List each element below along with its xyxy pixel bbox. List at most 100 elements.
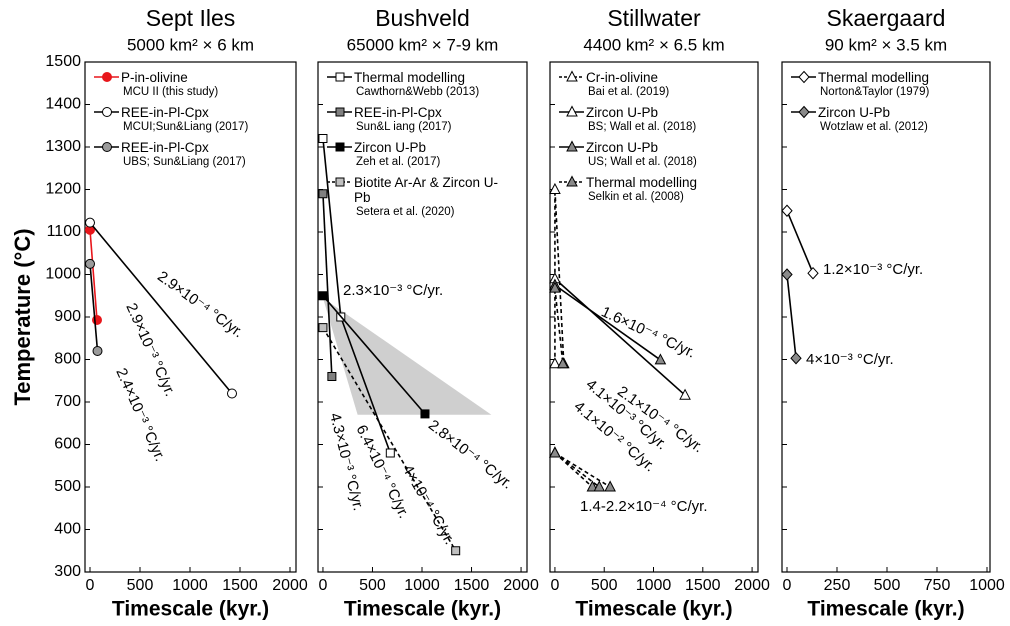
series-line: [554, 288, 611, 488]
annotation: 2.8×10⁻⁴ °C/yr.: [425, 417, 516, 493]
legend-entry: Zircon U-Pb: [326, 140, 506, 155]
legend-label: Zircon U-Pb: [586, 105, 659, 120]
annotation: 1.4-2.2×10⁻⁴ °C/yr.: [580, 498, 708, 515]
x-tick-label: 0: [86, 577, 95, 594]
marker: [556, 357, 569, 369]
panel-subtitle: 4400 km² × 6.5 km: [583, 35, 724, 54]
legend-label: Biotite Ar-Ar & Zircon U-Pb: [354, 175, 499, 205]
marker: [549, 446, 561, 458]
marker: [318, 291, 328, 301]
y-tick-label: 1400: [45, 96, 81, 113]
legend-swatch: [94, 107, 119, 117]
y-tick-label: 1300: [45, 138, 81, 155]
legend-source: Zeh et al. (2017): [356, 156, 441, 168]
legend-entry: Cr-in-olivine: [558, 70, 738, 85]
panel-subtitle: 65000 km² × 7-9 km: [347, 35, 499, 54]
panel-title: Skaergaard: [827, 5, 946, 31]
marker: [593, 480, 606, 492]
panel-title: Stillwater: [607, 5, 701, 31]
x-tick-label: 2000: [272, 577, 308, 594]
legend-label: Zircon U-Pb: [354, 140, 427, 155]
legend-source: Norton&Taylor (1979): [820, 86, 930, 98]
marker: [654, 353, 667, 365]
legend-entry: P-in-olivine: [93, 70, 273, 85]
y-tick-label: 300: [54, 563, 81, 580]
legend-swatch: [559, 175, 584, 187]
legend-entry: Thermal modelling: [790, 70, 970, 85]
marker: [566, 105, 578, 117]
marker: [318, 134, 328, 143]
x-tick-label: 0: [783, 577, 792, 594]
legend-label: Thermal modelling: [818, 70, 930, 85]
x-tick-label: 1000: [969, 577, 1005, 594]
legend-swatch: [327, 142, 352, 152]
y-axis-label: Temperature (°C): [10, 228, 35, 405]
series-line: [554, 189, 565, 364]
marker: [327, 372, 337, 381]
y-tick-label: 700: [54, 393, 81, 410]
marker: [451, 546, 461, 556]
marker: [85, 217, 95, 228]
marker: [92, 346, 103, 356]
marker: [807, 266, 819, 280]
x-tick-label: 1000: [172, 577, 208, 594]
marker: [798, 70, 810, 84]
panel-subtitle: 5000 km² × 6 km: [127, 35, 254, 54]
legend-label: P-in-olivine: [121, 70, 188, 85]
legend-label: Cr-in-olivine: [586, 70, 659, 85]
annotation: 1.6×10⁻⁴ °C/yr.: [599, 303, 698, 361]
y-tick-label: 600: [54, 436, 81, 453]
marker: [335, 142, 345, 152]
legend-swatch: [559, 70, 584, 82]
legend-label: Thermal modelling: [354, 70, 466, 85]
annotation: 2.3×10⁻³ °C/yr.: [343, 282, 443, 299]
marker: [227, 388, 237, 399]
legend-swatch: [94, 142, 119, 152]
legend-swatch: [791, 105, 816, 119]
marker: [604, 480, 616, 492]
x-tick-label: 1500: [685, 577, 721, 594]
legend-swatch: [791, 70, 816, 84]
x-axis-label: Timescale (kyr.): [575, 598, 732, 621]
marker: [566, 70, 578, 82]
marker: [318, 189, 328, 199]
x-tick-label: 500: [127, 577, 154, 594]
marker: [566, 140, 578, 152]
legend-label: Zircon U-Pb: [818, 105, 891, 120]
marker: [781, 204, 793, 217]
legend-label: REE-in-Pl-Cpx: [121, 105, 209, 120]
legend-swatch: [327, 107, 352, 117]
marker: [566, 175, 578, 187]
legend-label: Thermal modelling: [586, 175, 698, 190]
x-tick-label: 2000: [734, 577, 770, 594]
x-tick-label: 250: [824, 577, 851, 594]
y-tick-label: 1000: [45, 266, 81, 283]
legend-source: US; Wall et al. (2018): [588, 156, 697, 168]
series-line: [89, 229, 98, 321]
x-axis-label: Timescale (kyr.): [112, 598, 269, 621]
legend-source: BS; Wall et al. (2018): [588, 121, 697, 133]
series-line: [786, 210, 814, 274]
legend: Cr-in-olivine Bai et al. (2019) Zircon U-P…: [558, 70, 738, 210]
legend-entry: Biotite Ar-Ar & Zircon U-Pb: [326, 175, 506, 205]
legend-swatch: [327, 177, 352, 187]
marker: [781, 268, 793, 281]
series-line: [554, 284, 661, 361]
marker: [790, 351, 802, 365]
legend-entry: Zircon U-Pb: [558, 105, 738, 120]
legend-source: MCU II (this study): [123, 86, 219, 98]
legend-entry: REE-in-Pl-Cpx: [326, 105, 506, 120]
marker: [318, 323, 328, 333]
marker: [679, 388, 691, 400]
legend-label: REE-in-Pl-Cpx: [121, 140, 209, 155]
x-tick-label: 0: [318, 577, 327, 594]
annotation: 4×10⁻³ °C/yr.: [806, 351, 894, 368]
legend-swatch: [559, 105, 584, 117]
marker: [586, 480, 599, 492]
legend: Thermal modelling Norton&Taylor (1979) Zir…: [790, 70, 970, 140]
legend-label: REE-in-Pl-Cpx: [354, 105, 442, 120]
legend-source: Cawthorn&Webb (2013): [356, 86, 480, 98]
legend-source: UBS; Sun&Liang (2017): [123, 156, 246, 168]
